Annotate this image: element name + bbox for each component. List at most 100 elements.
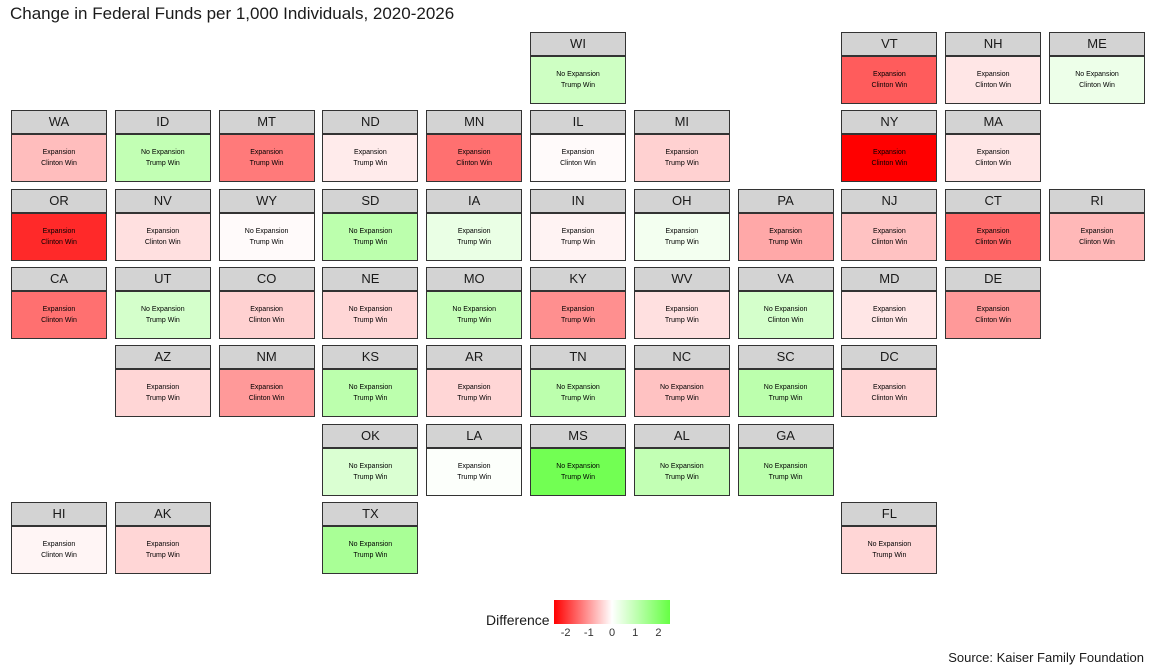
state-value-cell: Expansion Clinton Win xyxy=(426,134,523,183)
state-tile-nv: NV Expansion Clinton Win xyxy=(114,188,211,261)
election-result-label: Trump Win xyxy=(664,160,699,168)
election-result-label: Trump Win xyxy=(457,238,492,246)
state-label: AR xyxy=(426,345,523,370)
state-tile-va: VA No Expansion Clinton Win xyxy=(737,266,834,339)
election-result-label: Trump Win xyxy=(768,238,803,246)
election-result-label: Clinton Win xyxy=(1079,238,1115,246)
state-value-cell: Expansion Clinton Win xyxy=(11,134,107,183)
state-tile-ma: MA Expansion Clinton Win xyxy=(945,110,1042,183)
expansion-status-label: Expansion xyxy=(457,462,491,470)
state-value-cell: Expansion Clinton Win xyxy=(841,212,938,261)
state-label: TX xyxy=(322,501,419,526)
state-label: SD xyxy=(322,188,419,213)
election-result-label: Trump Win xyxy=(353,160,388,168)
state-label: MA xyxy=(945,110,1042,135)
election-result-label: Trump Win xyxy=(561,395,595,403)
state-value-cell: No Expansion Trump Win xyxy=(322,290,419,339)
expansion-status-label: No Expansion xyxy=(141,305,185,313)
expansion-status-label: Expansion xyxy=(976,227,1010,235)
state-tile-ks: KS No Expansion Trump Win xyxy=(322,345,419,418)
expansion-status-label: Expansion xyxy=(146,227,180,235)
state-label: DC xyxy=(841,345,938,370)
state-label: DE xyxy=(945,266,1042,291)
state-label: ID xyxy=(114,110,211,135)
state-tile-in: IN Expansion Trump Win xyxy=(530,188,626,261)
expansion-status-label: Expansion xyxy=(354,149,387,157)
state-tile-nc: NC No Expansion Trump Win xyxy=(633,345,730,418)
election-result-label: Trump Win xyxy=(664,316,699,324)
election-result-label: Trump Win xyxy=(561,316,595,324)
state-tile-ri: RI Expansion Clinton Win xyxy=(1049,188,1145,261)
state-value-cell: Expansion Trump Win xyxy=(737,212,834,261)
state-label: UT xyxy=(114,266,211,291)
expansion-status-label: No Expansion xyxy=(556,71,600,78)
expansion-status-label: Expansion xyxy=(976,149,1010,157)
state-tile-ct: CT Expansion Clinton Win xyxy=(945,188,1042,261)
expansion-status-label: Expansion xyxy=(457,384,491,392)
expansion-status-label: Expansion xyxy=(1080,227,1114,235)
expansion-status-label: No Expansion xyxy=(348,305,393,313)
expansion-status-label: No Expansion xyxy=(556,462,600,470)
state-value-cell: Expansion Clinton Win xyxy=(945,290,1042,339)
election-result-label: Trump Win xyxy=(145,395,180,403)
state-tile-nm: NM Expansion Clinton Win xyxy=(218,345,315,418)
election-result-label: Clinton Win xyxy=(871,316,908,324)
state-value-cell: No Expansion Trump Win xyxy=(633,447,730,496)
state-label: MT xyxy=(218,110,315,135)
expansion-status-label: Expansion xyxy=(976,305,1010,313)
election-result-label: Clinton Win xyxy=(1079,82,1115,89)
expansion-status-label: No Expansion xyxy=(556,384,600,392)
expansion-status-label: Expansion xyxy=(42,305,76,313)
expansion-status-label: Expansion xyxy=(561,305,595,313)
state-label: NJ xyxy=(841,188,938,213)
expansion-status-label: Expansion xyxy=(457,149,491,157)
expansion-status-label: No Expansion xyxy=(348,462,393,470)
expansion-status-label: No Expansion xyxy=(867,540,912,548)
legend-tick-label: -2 xyxy=(560,627,571,639)
state-label: NY xyxy=(841,110,938,135)
state-value-cell: Expansion Trump Win xyxy=(322,134,419,183)
state-value-cell: Expansion Clinton Win xyxy=(945,56,1042,104)
election-result-label: Trump Win xyxy=(664,473,699,481)
state-tile-ne: NE No Expansion Trump Win xyxy=(322,266,419,339)
expansion-status-label: No Expansion xyxy=(763,305,808,313)
legend-tick-label: 0 xyxy=(608,627,616,639)
state-value-cell: Expansion Clinton Win xyxy=(945,212,1042,261)
expansion-status-label: No Expansion xyxy=(348,227,393,235)
state-value-cell: No Expansion Trump Win xyxy=(322,525,419,574)
expansion-status-label: Expansion xyxy=(873,227,906,235)
state-label: ND xyxy=(322,110,419,135)
election-result-label: Clinton Win xyxy=(871,160,908,168)
state-tile-dc: DC Expansion Clinton Win xyxy=(841,345,938,418)
state-value-cell: Expansion Trump Win xyxy=(426,369,523,418)
state-tile-ar: AR Expansion Trump Win xyxy=(426,345,523,418)
state-label: GA xyxy=(737,423,834,448)
state-tile-tn: TN No Expansion Trump Win xyxy=(530,345,626,418)
color-legend: Difference -2 -1 0 1 2 xyxy=(486,596,686,644)
expansion-status-label: Expansion xyxy=(250,305,283,313)
state-value-cell: No Expansion Trump Win xyxy=(322,212,419,261)
election-result-label: Trump Win xyxy=(561,473,595,481)
state-value-cell: No Expansion Trump Win xyxy=(322,447,419,496)
state-label: OR xyxy=(11,188,107,213)
state-tile-nj: NJ Expansion Clinton Win xyxy=(841,188,938,261)
state-label: ME xyxy=(1049,32,1145,56)
state-value-cell: Expansion Clinton Win xyxy=(841,369,938,418)
state-tile-al: AL No Expansion Trump Win xyxy=(633,423,730,496)
election-result-label: Trump Win xyxy=(457,316,492,324)
state-value-cell: Expansion Clinton Win xyxy=(218,290,315,339)
expansion-status-label: No Expansion xyxy=(660,462,704,470)
election-result-label: Trump Win xyxy=(353,316,388,324)
election-result-label: Clinton Win xyxy=(975,316,1012,324)
legend-tick-label: 1 xyxy=(632,627,639,639)
state-label: MS xyxy=(530,423,626,448)
election-result-label: Clinton Win xyxy=(871,82,908,89)
state-value-cell: No Expansion Trump Win xyxy=(737,369,834,418)
state-label: HI xyxy=(11,501,107,526)
expansion-status-label: Expansion xyxy=(42,227,76,235)
state-tile-wv: WV Expansion Trump Win xyxy=(633,266,730,339)
chart-title: Change in Federal Funds per 1,000 Indivi… xyxy=(10,4,455,23)
state-tile-sd: SD No Expansion Trump Win xyxy=(322,188,419,261)
source-caption: Source: Kaiser Family Foundation xyxy=(948,650,1144,665)
expansion-status-label: Expansion xyxy=(457,227,491,235)
